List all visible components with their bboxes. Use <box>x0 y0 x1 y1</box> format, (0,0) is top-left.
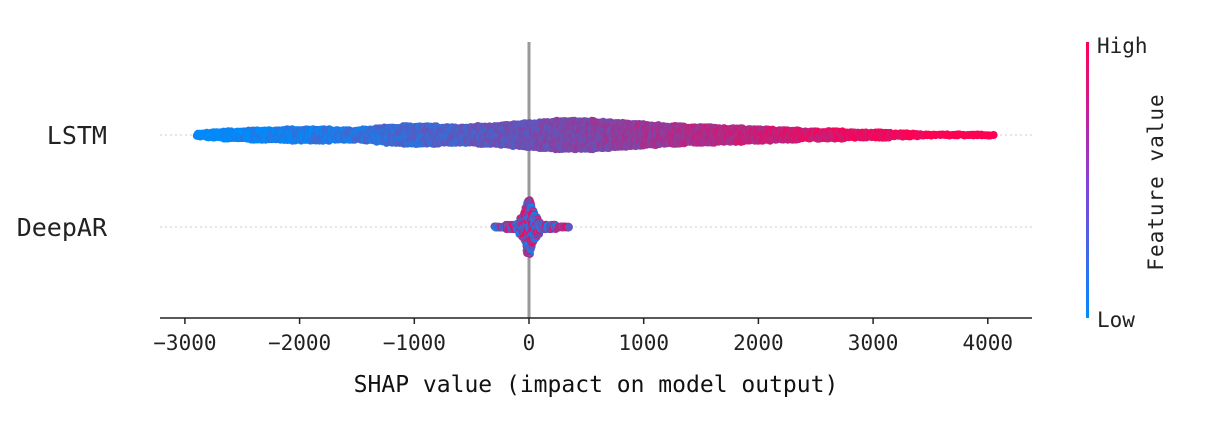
shap-point-lstm <box>989 131 998 139</box>
x-tick-label: −2000 <box>268 331 331 355</box>
x-tick-label: −3000 <box>153 331 216 355</box>
x-ticks: −3000 −2000 −1000 0 1000 2000 3000 4000 <box>153 318 1013 355</box>
x-axis-label: SHAP value (impact on model output) <box>354 372 839 398</box>
colorbar-low-label: Low <box>1097 308 1135 332</box>
colorbar-high-label: High <box>1097 34 1148 58</box>
x-tick-label: 2000 <box>733 331 784 355</box>
x-tick-label: 1000 <box>618 331 669 355</box>
colorbar <box>1086 42 1089 318</box>
x-tick-label: −1000 <box>383 331 446 355</box>
shap-point-deepar <box>564 223 573 232</box>
x-tick-label: 3000 <box>848 331 899 355</box>
beeswarm-points <box>192 116 998 258</box>
ytick-label-deepar: DeepAR <box>17 213 108 242</box>
x-tick-label: 4000 <box>963 331 1014 355</box>
x-tick-label: 0 <box>523 331 536 355</box>
colorbar-title: Feature value <box>1144 93 1168 270</box>
ytick-label-lstm: LSTM <box>47 121 107 150</box>
